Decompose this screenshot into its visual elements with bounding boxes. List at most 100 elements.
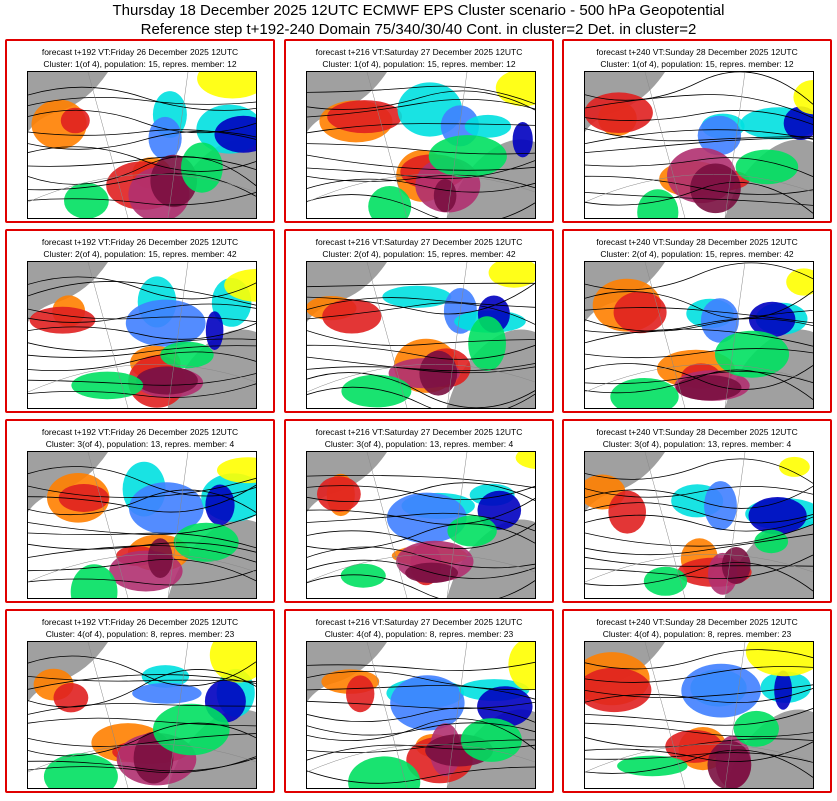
- anomaly-shading: [585, 667, 652, 713]
- anomaly-shading: [341, 374, 412, 408]
- geopotential-contour: [28, 156, 256, 187]
- lat-lon-grid: [307, 452, 535, 598]
- lat-lon-grid: [307, 262, 535, 408]
- lat-lon-grid: [28, 452, 256, 598]
- geopotential-contour: [28, 703, 256, 715]
- chart-title: Thursday 18 December 2025 12UTC ECMWF EP…: [112, 2, 725, 19]
- geopotential-contour: [585, 137, 813, 153]
- chart-subtitle: Reference step t+192-240 Domain 75/340/3…: [140, 21, 697, 38]
- cluster-panel: forecast t+240 VT:Sunday 28 December 202…: [562, 419, 832, 603]
- geopotential-map: [306, 71, 536, 219]
- geopotential-contour: [28, 489, 256, 516]
- anomaly-shading: [148, 116, 182, 160]
- geopotential-contour: [585, 649, 813, 670]
- geopotential-map: [584, 641, 814, 789]
- geopotential-contour: [585, 348, 813, 359]
- cluster-panel: forecast t+216 VT:Saturday 27 December 2…: [284, 609, 554, 793]
- geopotential-contour: [28, 373, 256, 386]
- anomaly-shading: [608, 490, 646, 534]
- cluster-label: Cluster: 4(of 4), population: 8, repres.…: [324, 629, 514, 639]
- cluster-panel: forecast t+192 VT:Friday 26 December 202…: [5, 39, 275, 223]
- geopotential-contour: [28, 130, 256, 150]
- geopotential-contour: [28, 756, 256, 774]
- geopotential-contour: [585, 485, 813, 509]
- anomaly-shading: [382, 285, 452, 308]
- geopotential-contour: [585, 688, 813, 703]
- geopotential-contour: [307, 123, 535, 134]
- geopotential-contour: [28, 192, 256, 206]
- anomaly-shading: [460, 718, 522, 762]
- geopotential-contour: [585, 181, 813, 214]
- geopotential-contour: [585, 502, 813, 524]
- anomaly-shading: [468, 316, 506, 371]
- geopotential-contour: [28, 477, 256, 498]
- geopotential-contour: [585, 94, 813, 119]
- geopotential-contour: [28, 466, 256, 497]
- anomaly-shading: [515, 452, 535, 469]
- geopotential-contour: [307, 482, 535, 502]
- geopotential-contour: [28, 109, 256, 134]
- anomaly-shading: [613, 291, 667, 334]
- cluster-label: Cluster: 2(of 4), population: 15, repres…: [600, 249, 794, 259]
- anomaly-shading: [58, 484, 109, 512]
- cluster-label: Cluster: 2(of 4), population: 15, repres…: [43, 249, 237, 259]
- geopotential-contour: [585, 514, 813, 532]
- geopotential-contour: [307, 739, 535, 753]
- geopotential-contour: [585, 369, 813, 400]
- anomaly-shading: [214, 115, 256, 153]
- geopotential-contour: [585, 722, 813, 738]
- geopotential-contour: [585, 533, 813, 556]
- land-area: [307, 262, 387, 322]
- geopotential-contour: [28, 156, 256, 170]
- geopotential-contour: [307, 485, 535, 500]
- geopotential-contour: [28, 669, 256, 708]
- geopotential-contour: [28, 733, 256, 747]
- anomaly-shading: [125, 299, 206, 347]
- lat-lon-grid: [307, 72, 535, 218]
- geopotential-contour: [28, 559, 256, 582]
- geopotential-contour: [585, 72, 813, 105]
- geopotential-map: [584, 71, 814, 219]
- anomaly-shading: [147, 538, 173, 578]
- lat-lon-grid: [585, 452, 813, 598]
- geopotential-contour: [585, 684, 813, 699]
- anomaly-shading: [704, 481, 737, 531]
- geopotential-contour: [28, 383, 256, 398]
- geopotential-contour: [585, 554, 813, 580]
- forecast-step-label: forecast t+240 VT:Sunday 28 December 202…: [596, 47, 798, 57]
- geopotential-map: [306, 261, 536, 409]
- anomaly-shading: [512, 122, 533, 158]
- cluster-label: Cluster: 3(of 4), population: 13, repres…: [602, 439, 792, 449]
- anomaly-shading: [346, 675, 375, 713]
- geopotential-contour: [28, 86, 256, 111]
- geopotential-contour: [585, 110, 813, 125]
- anomaly-shading: [348, 756, 421, 788]
- geopotential-contour: [307, 559, 535, 579]
- geopotential-contour: [585, 262, 813, 291]
- lat-lon-grid: [307, 642, 535, 788]
- geopotential-contour: [307, 574, 535, 598]
- geopotential-contour: [585, 175, 813, 195]
- geopotential-contour: [28, 276, 256, 300]
- geopotential-map: [27, 451, 257, 599]
- lat-lon-grid: [585, 262, 813, 408]
- geopotential-contour: [307, 498, 535, 525]
- geopotential-contour: [307, 178, 535, 193]
- forecast-step-label: forecast t+216 VT:Saturday 27 December 2…: [315, 47, 523, 57]
- geopotential-contour: [307, 302, 535, 325]
- geopotential-contour: [307, 98, 535, 118]
- geopotential-contour: [307, 512, 535, 532]
- anomaly-shading: [205, 311, 224, 350]
- anomaly-shading: [675, 375, 742, 401]
- cluster-label: Cluster: 2(of 4), population: 15, repres…: [322, 249, 516, 259]
- anomaly-shading: [610, 378, 679, 408]
- geopotential-contour: [307, 282, 535, 315]
- anomaly-shading: [433, 179, 457, 212]
- geopotential-contour: [585, 192, 813, 206]
- geopotential-contour: [28, 345, 256, 358]
- geopotential-contour: [585, 328, 813, 347]
- anomaly-shading: [71, 371, 144, 400]
- geopotential-contour: [307, 154, 535, 171]
- geopotential-map: [306, 641, 536, 789]
- forecast-step-label: forecast t+216 VT:Saturday 27 December 2…: [315, 427, 523, 437]
